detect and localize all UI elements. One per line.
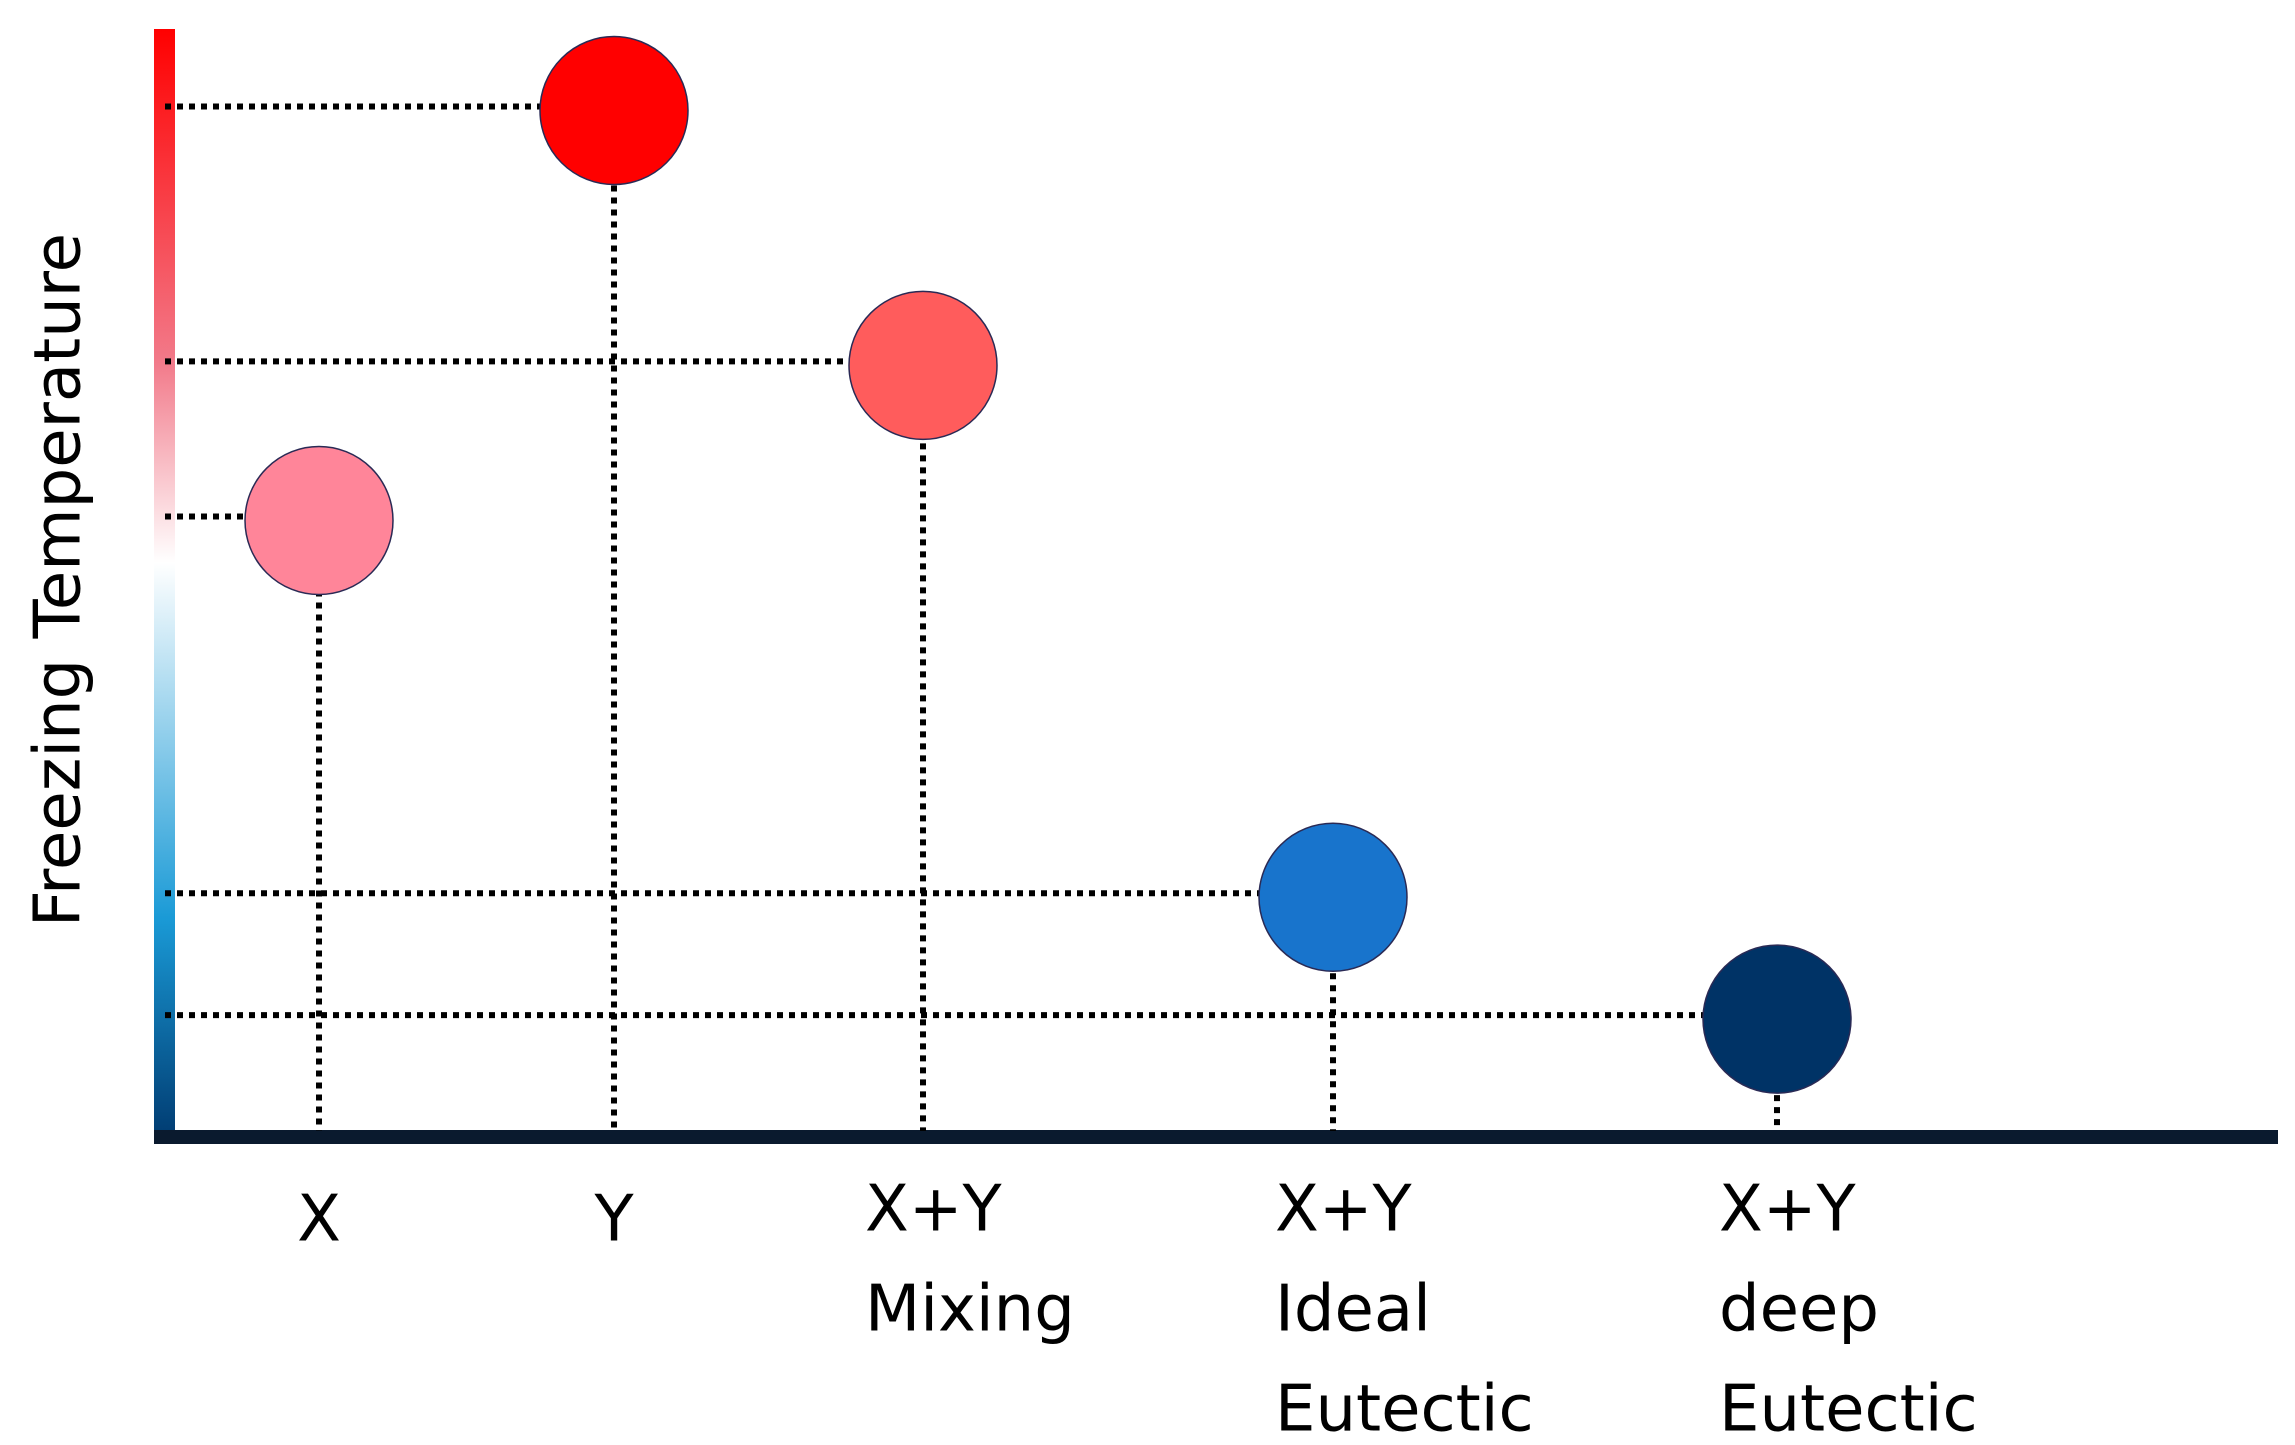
x-tick-label: Eutectic [1719, 1373, 1978, 1441]
guide-line [165, 890, 1336, 1131]
y-axis-title: Freezing Temperature [22, 233, 96, 927]
x-tick-label: Eutectic [1275, 1373, 1534, 1441]
point [244, 445, 394, 596]
x-tick-label: Mixing [865, 1273, 1075, 1347]
x-tick-label: X+Y [1275, 1173, 1412, 1247]
x-tick-label: X+Y [1719, 1173, 1856, 1247]
x-tick-label: Y [593, 1183, 634, 1257]
x-tick-label: X+Y [865, 1173, 1002, 1247]
x-axis [154, 1130, 2278, 1144]
x-tick-label: Ideal [1275, 1273, 1431, 1347]
guide-line [165, 513, 322, 1131]
x-tick-label: X [297, 1183, 341, 1257]
point [1702, 944, 1852, 1094]
guide-line [165, 1012, 1780, 1131]
y-axis-gradient [154, 29, 175, 1141]
point [848, 290, 998, 441]
point [1258, 822, 1408, 972]
x-tick-label: deep [1719, 1273, 1879, 1347]
guide-line [165, 103, 617, 1131]
point [539, 35, 689, 186]
